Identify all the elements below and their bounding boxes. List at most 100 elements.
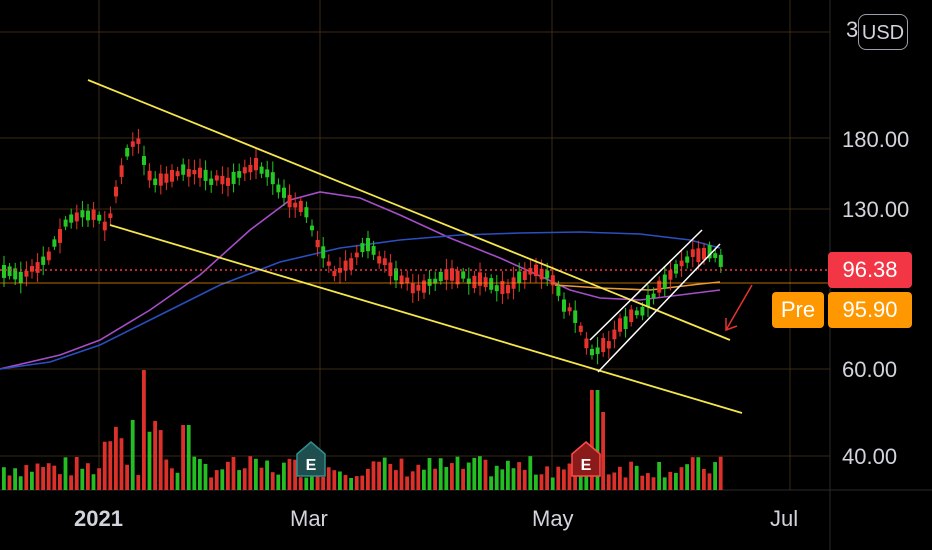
- candle-body: [108, 213, 113, 219]
- volume-bar: [326, 467, 331, 490]
- candle-body: [382, 258, 387, 266]
- volume-bar: [287, 458, 292, 490]
- volume-bar: [528, 456, 533, 490]
- candle-body: [578, 325, 583, 332]
- x-tick-jul: Jul: [770, 506, 799, 531]
- candle-body: [242, 167, 247, 174]
- volume-bar: [399, 458, 404, 490]
- volume-bar: [713, 462, 717, 490]
- channel-line-lower: [597, 243, 721, 373]
- candle-body: [52, 239, 57, 247]
- candle-body: [651, 293, 656, 299]
- candle-body: [539, 268, 544, 280]
- candle-body: [707, 245, 712, 259]
- volume-bar: [539, 474, 544, 490]
- candle-body: [343, 260, 348, 271]
- volume-bar: [483, 459, 488, 490]
- volume-bar: [276, 474, 281, 490]
- candle-body: [416, 284, 421, 291]
- volume-bar: [226, 461, 230, 490]
- candle-body: [74, 212, 79, 222]
- volume-bar: [35, 463, 40, 490]
- volume-bar: [108, 441, 113, 490]
- candle-body: [506, 284, 510, 294]
- candle-body: [170, 169, 174, 182]
- candle-body: [332, 270, 337, 277]
- earnings-marker-text: E: [581, 457, 592, 474]
- candle-body: [69, 214, 74, 223]
- volume-bar: [360, 475, 365, 490]
- y-tick-40: 40.00: [842, 444, 898, 469]
- candle-body: [399, 275, 404, 285]
- volume-bar: [422, 469, 426, 490]
- candle-body: [450, 268, 454, 281]
- candle-body: [489, 278, 494, 290]
- volume-bar: [388, 463, 393, 490]
- volume-bar: [550, 477, 555, 490]
- volume-bar: [130, 420, 135, 490]
- candle-body: [136, 138, 141, 144]
- volume-bar: [125, 464, 129, 490]
- candle-body: [422, 280, 426, 293]
- volume-bar: [293, 459, 297, 490]
- currency-selector[interactable]: USD: [858, 14, 908, 50]
- volume-bar: [545, 466, 549, 490]
- y-tick-partial: 3: [846, 17, 859, 42]
- volume-bar: [304, 477, 309, 490]
- volume-bar: [405, 476, 409, 490]
- candle-body: [713, 253, 718, 258]
- candle-body: [595, 347, 600, 354]
- candle-body: [444, 269, 449, 280]
- candle-body: [618, 318, 622, 332]
- candle-body: [58, 229, 62, 243]
- volume-bar: [315, 474, 320, 490]
- volume-bar: [349, 477, 353, 490]
- volume-bar: [517, 462, 521, 490]
- volume-bar: [657, 461, 661, 490]
- candle-body: [455, 270, 460, 285]
- candle-body: [304, 207, 309, 218]
- volume-bar: [13, 468, 17, 490]
- y-tick-180: 180.00: [842, 127, 910, 152]
- volume-bar: [114, 426, 118, 490]
- candle-body: [97, 214, 102, 221]
- volume-bar: [119, 438, 124, 490]
- volume-bar: [410, 471, 415, 490]
- candle-body: [545, 270, 550, 279]
- candle-body: [164, 173, 169, 183]
- volume-bar: [696, 457, 701, 490]
- candle-body: [153, 178, 158, 186]
- candle-body: [259, 166, 264, 174]
- volume-bar: [91, 474, 96, 490]
- volume-bar: [86, 463, 90, 490]
- channel-line-upper: [589, 229, 703, 341]
- descending-trendline-upper: [87, 79, 731, 341]
- earnings-marker-may[interactable]: E: [571, 441, 601, 477]
- volume-bar: [237, 470, 241, 490]
- volume-bar: [136, 475, 141, 490]
- y-tick-130: 130.00: [842, 197, 910, 222]
- volume-bar: [651, 477, 656, 490]
- volume-bar: [102, 441, 107, 490]
- volume-bar: [472, 457, 477, 490]
- x-tick-may: May: [532, 506, 574, 531]
- candle-body: [674, 264, 678, 274]
- candle-body: [433, 278, 438, 284]
- earnings-marker-mar[interactable]: E: [296, 441, 326, 477]
- candle-body: [24, 270, 29, 277]
- volume-bar: [433, 468, 437, 490]
- volume-bar: [618, 466, 622, 490]
- volume-bar: [382, 457, 387, 490]
- candle-body: [18, 271, 23, 284]
- volume-bar: [7, 475, 12, 490]
- candle-body: [102, 221, 107, 231]
- candle-body: [248, 164, 253, 173]
- volume-bar: [506, 460, 510, 490]
- candle-body: [287, 194, 292, 208]
- volume-bar: [52, 465, 57, 490]
- volume-bar: [556, 466, 561, 490]
- volume-bar: [80, 468, 85, 490]
- candle-body: [46, 251, 51, 261]
- volume-bar: [354, 476, 359, 490]
